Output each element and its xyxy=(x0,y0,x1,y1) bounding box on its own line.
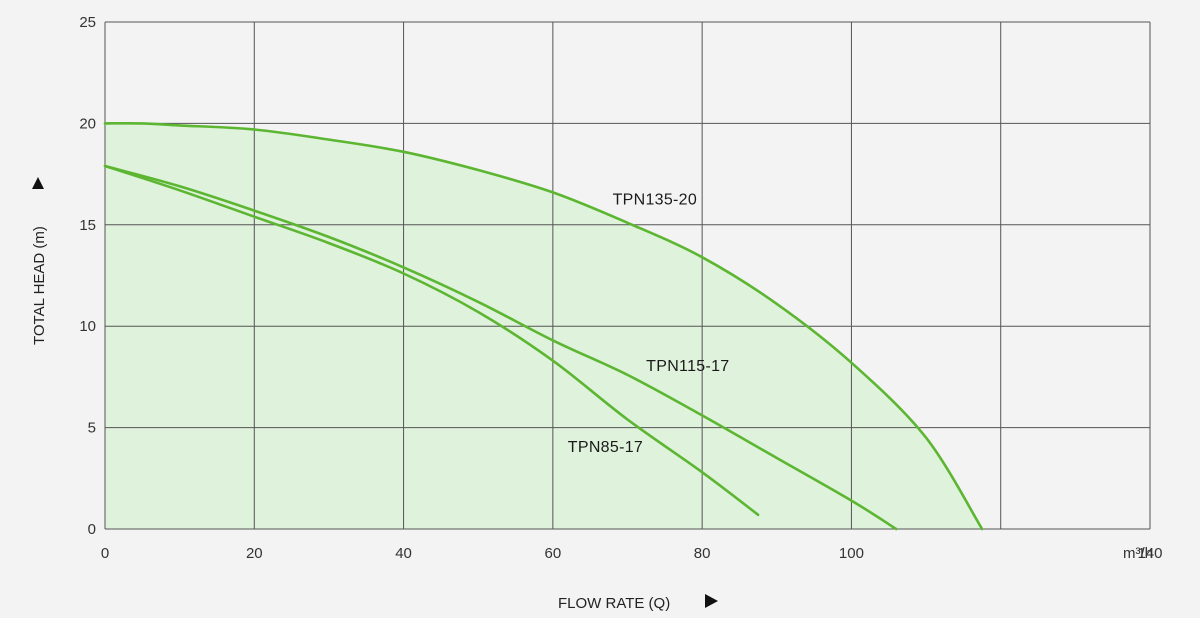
y-axis-title: TOTAL HEAD (m) xyxy=(31,226,48,345)
x-axis-arrow-icon xyxy=(705,594,718,608)
x-tick-label: 80 xyxy=(694,545,711,562)
x-tick-label: 60 xyxy=(545,545,562,562)
x-tick-label: 0 xyxy=(101,545,109,562)
y-tick-label: 20 xyxy=(79,115,96,132)
series-label: TPN115-17 xyxy=(646,358,729,375)
series-line-tpn115-17 xyxy=(103,164,898,531)
x-axis-title: FLOW RATE (Q) xyxy=(558,595,670,612)
y-tick-label: 15 xyxy=(79,217,96,234)
x-tick-label: 40 xyxy=(395,545,412,562)
x-tick-label: 100 xyxy=(839,545,864,562)
series-label: TPN135-20 xyxy=(613,192,698,209)
y-tick-label: 25 xyxy=(79,14,96,31)
y-tick-label: 10 xyxy=(79,318,96,335)
y-tick-label: 5 xyxy=(88,420,96,437)
x-unit-label: m³/h xyxy=(1123,545,1153,562)
y-axis-title-group: TOTAL HEAD (m) xyxy=(31,226,48,345)
y-tick-label: 0 xyxy=(88,521,96,538)
series-line-tpn85-17 xyxy=(103,164,760,517)
label-layer: TPN135-20 TPN115-17 TPN85-17 xyxy=(568,192,729,456)
series-layer xyxy=(103,121,984,531)
series-label: TPN85-17 xyxy=(568,439,643,456)
y-axis-arrow-icon xyxy=(32,177,44,189)
x-tick-label: 140 xyxy=(1137,545,1162,562)
x-tick-label: 20 xyxy=(246,545,263,562)
series-line-tpn135-20 xyxy=(103,121,984,531)
